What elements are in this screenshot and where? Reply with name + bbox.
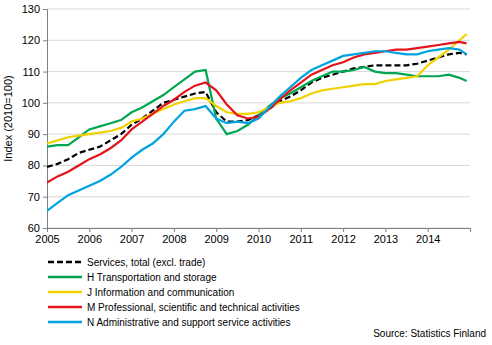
series-line — [47, 48, 467, 211]
y-tick-mark — [43, 72, 47, 73]
x-tick-mark — [47, 228, 48, 232]
x-axis: 2005 2006 2007 2008 2009 2010 2011 2012 2013 2014 — [35, 228, 470, 245]
y-tick-mark — [43, 40, 47, 41]
grid-line — [47, 9, 470, 10]
x-tick-mark — [343, 228, 344, 232]
x-tick: 2011 — [289, 228, 313, 245]
legend-label: H Transportation and storage — [87, 272, 217, 283]
x-tick-mark — [89, 228, 90, 232]
legend-swatch — [48, 291, 82, 294]
x-tick-label: 2009 — [204, 233, 228, 245]
lines — [47, 34, 467, 211]
y-axis-title: Index (2010=100) — [2, 75, 14, 162]
y-tick-label: 80 — [28, 159, 40, 171]
legend: Services, total (excl. trade) H Transport… — [48, 257, 300, 328]
x-tick-mark — [428, 228, 429, 232]
x-tick-label: 2010 — [247, 233, 271, 245]
x-tick: 2014 — [416, 228, 440, 245]
x-tick-mark — [132, 228, 133, 232]
legend-label: N Administrative and support service act… — [87, 317, 290, 328]
x-tick: 2007 — [120, 228, 144, 245]
y-tick-mark — [43, 134, 47, 135]
y-tick-mark — [43, 228, 47, 229]
y-tick-mark — [43, 197, 47, 198]
y-tick-label: 70 — [28, 191, 40, 203]
y-tick-label: 110 — [22, 66, 40, 78]
x-tick: 2012 — [331, 228, 355, 245]
y-tick: 120 — [22, 34, 47, 46]
x-tick-label: 2011 — [289, 233, 313, 245]
y-tick-mark — [43, 103, 47, 104]
grid-line — [47, 102, 470, 103]
grid-line — [47, 71, 470, 72]
x-tick: 2008 — [162, 228, 186, 245]
legend-swatch — [48, 276, 82, 279]
legend-swatch — [48, 261, 82, 264]
y-tick: 130 — [22, 3, 47, 15]
y-tick: 80 — [28, 159, 47, 171]
x-tick-label: 2007 — [120, 233, 144, 245]
series-line — [47, 53, 467, 167]
x-tick-mark — [301, 228, 302, 232]
y-axis: 60708090100110120130 — [22, 3, 48, 234]
series-line — [47, 42, 467, 183]
grid-line — [47, 40, 470, 41]
y-tick-label: 130 — [22, 3, 40, 15]
x-axis-line — [48, 229, 471, 233]
y-tick-mark — [43, 9, 47, 10]
x-tick: 2006 — [78, 228, 102, 245]
legend-swatch — [48, 321, 82, 324]
x-tick-mark — [174, 228, 175, 232]
x-tick: 2005 — [35, 228, 59, 245]
y-tick: 90 — [28, 128, 47, 140]
x-tick-mark — [259, 228, 260, 232]
x-tick-label: 2014 — [416, 233, 440, 245]
x-tick-label: 2013 — [374, 233, 398, 245]
y-tick-label: 120 — [22, 34, 40, 46]
source-note: Source: Statistics Finland — [373, 328, 486, 339]
grid-line — [47, 196, 470, 197]
y-tick-label: 90 — [28, 128, 40, 140]
y-tick: 70 — [28, 191, 47, 203]
y-tick-label: 100 — [22, 97, 40, 109]
legend-label: M Professional, scientific and technical… — [87, 302, 300, 313]
chart: 6070809010011012013020052006200720082009… — [0, 0, 492, 345]
y-tick-mark — [43, 165, 47, 166]
x-tick: 2013 — [374, 228, 398, 245]
x-tick-label: 2008 — [162, 233, 186, 245]
legend-label: Services, total (excl. trade) — [87, 257, 205, 268]
x-tick-mark — [385, 228, 386, 232]
x-tick: 2009 — [204, 228, 228, 245]
x-tick-label: 2006 — [78, 233, 102, 245]
x-tick-mark — [216, 228, 217, 232]
x-tick: 2010 — [247, 228, 271, 245]
grid-line — [47, 165, 470, 166]
y-axis-line — [43, 10, 48, 229]
y-tick: 100 — [22, 97, 47, 109]
x-tick-label: 2012 — [331, 233, 355, 245]
y-tick: 110 — [22, 66, 47, 78]
grid-line — [47, 134, 470, 135]
legend-label: J Information and communication — [87, 287, 234, 298]
grid — [47, 9, 470, 228]
x-tick-label: 2005 — [35, 233, 59, 245]
legend-swatch — [48, 306, 82, 309]
